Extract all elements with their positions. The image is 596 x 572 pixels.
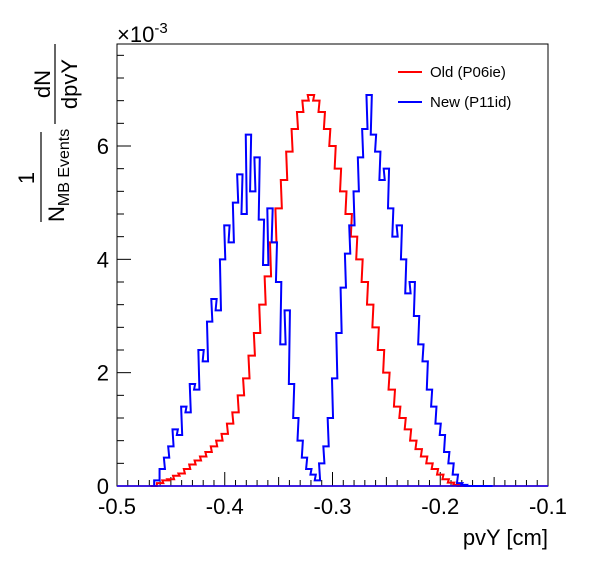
- y-multiplier-base: ×10: [117, 22, 154, 47]
- y-tick-label: 2: [97, 361, 109, 386]
- legend-label-old: Old (P06ie): [430, 64, 506, 81]
- y-tick-label: 6: [97, 134, 109, 159]
- series-line-new: [153, 94, 493, 487]
- y-multiplier-exponent: -3: [154, 20, 167, 37]
- y-title-n: NMB Events: [44, 129, 73, 222]
- y-tick-label: 4: [97, 247, 109, 272]
- series-layer: [117, 94, 548, 487]
- x-tick-label: -0.2: [421, 494, 459, 519]
- x-tick-label: -0.1: [529, 494, 567, 519]
- x-tick-label: -0.4: [206, 494, 244, 519]
- y-title-n-sub: MB Events: [56, 129, 73, 206]
- x-tick-label: -0.5: [98, 494, 136, 519]
- y-tick-label: 0: [97, 474, 109, 499]
- y-title-one: 1: [14, 172, 39, 184]
- y-title-n-main: N: [44, 206, 69, 222]
- legend-label-new: New (P11id): [430, 94, 511, 111]
- y-multiplier: ×10-3: [117, 20, 168, 47]
- y-title-dn: dN: [30, 70, 55, 98]
- legend: Old (P06ie) New (P11id): [398, 64, 511, 111]
- series-line-old: [150, 94, 466, 487]
- x-tick-label: -0.3: [314, 494, 352, 519]
- y-axis-title: 1 NMB Events dN dpvY: [14, 44, 82, 222]
- axes: -0.5 -0.4 -0.3 -0.2 -0.1 0 2 4 6: [97, 54, 567, 519]
- x-axis-title: pvY [cm]: [463, 525, 548, 550]
- y-title-dpvy: dpvY: [57, 59, 82, 109]
